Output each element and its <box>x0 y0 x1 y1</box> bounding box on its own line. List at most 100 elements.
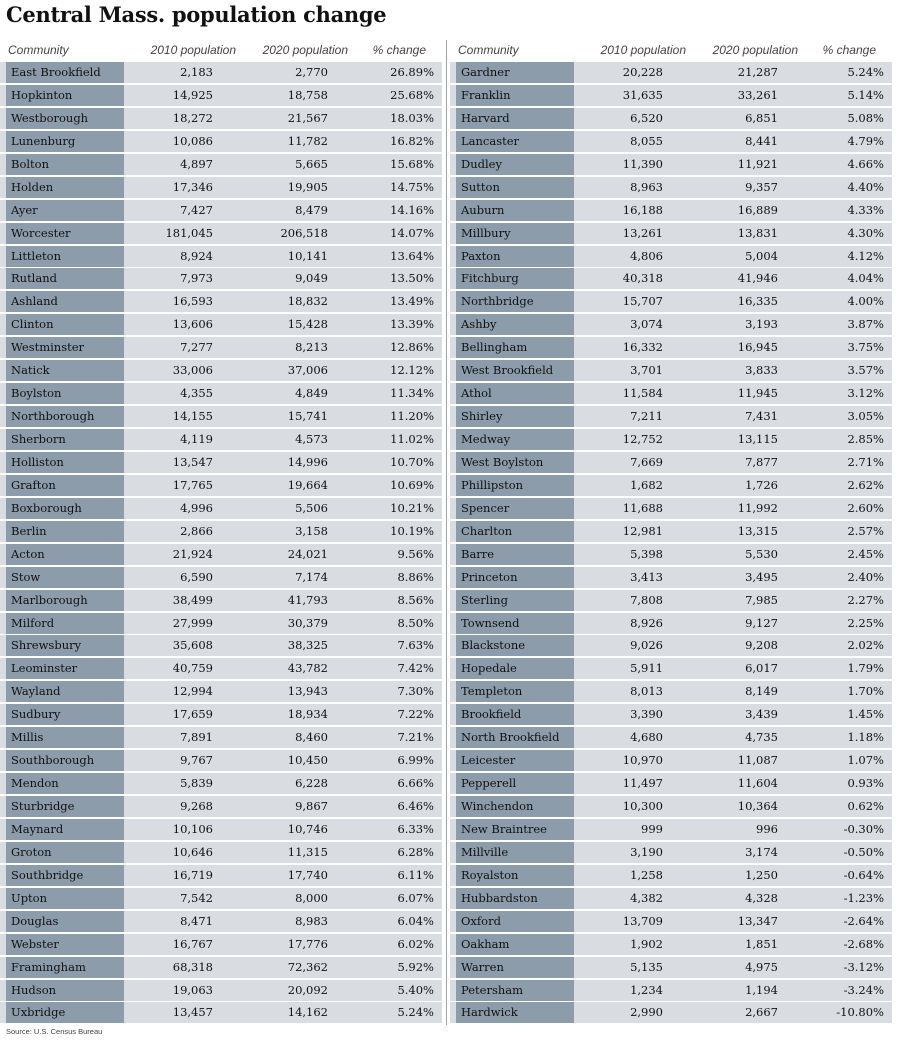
population-2020-cell: 9,357 <box>745 179 778 194</box>
population-2020-cell: 13,315 <box>737 523 778 538</box>
percent-change-cell: 11.20% <box>390 409 434 424</box>
community-cell: Worcester <box>6 222 124 244</box>
population-2010-cell: 1,234 <box>630 982 663 997</box>
community-cell: Millville <box>456 841 574 863</box>
population-2010-cell: 15,707 <box>622 294 663 309</box>
population-2010-cell: 40,318 <box>622 271 663 286</box>
community-cell: Ashland <box>6 291 124 313</box>
community-cell: Princeton <box>456 566 574 588</box>
percent-change-cell: 8.86% <box>397 569 434 584</box>
table-row: Hopedale 5,911 6,017 1.79% <box>450 658 892 680</box>
community-cell: Shirley <box>456 406 574 428</box>
percent-change-cell: 4.66% <box>847 156 884 171</box>
population-2020-cell: 10,141 <box>287 248 328 263</box>
population-2020-cell: 43,782 <box>287 661 328 676</box>
population-2020-cell: 10,450 <box>287 753 328 768</box>
community-cell: Stow <box>6 566 124 588</box>
percent-change-cell: 10.19% <box>390 523 434 538</box>
population-2010-cell: 2,990 <box>630 1005 663 1020</box>
population-2020-cell: 6,851 <box>745 110 778 125</box>
population-2020-cell: 206,518 <box>280 225 328 240</box>
percent-change-cell: 2.40% <box>847 569 884 584</box>
percent-change-cell: 12.12% <box>390 363 434 378</box>
percent-change-cell: -2.68% <box>843 936 884 951</box>
population-2010-cell: 8,926 <box>630 615 663 630</box>
community-cell: Fitchburg <box>456 268 574 290</box>
population-2020-cell: 13,831 <box>737 225 778 240</box>
table-row: West Boylston 7,669 7,877 2.71% <box>450 451 892 473</box>
population-2010-cell: 10,086 <box>172 133 213 148</box>
table-row: Westminster 7,277 8,213 12.86% <box>0 337 442 359</box>
table-row: Gardner 20,228 21,287 5.24% <box>450 62 892 83</box>
population-2020-cell: 4,975 <box>745 959 778 974</box>
community-cell: Maynard <box>6 818 124 840</box>
community-cell: Franklin <box>456 84 574 106</box>
community-cell: Littleton <box>6 245 124 267</box>
population-2010-cell: 4,119 <box>180 432 213 446</box>
community-cell: Hopedale <box>456 658 574 680</box>
percent-change-cell: 3.12% <box>847 386 884 401</box>
table-row: Sudbury 17,659 18,934 7.22% <box>0 704 442 726</box>
percent-change-cell: 6.28% <box>397 844 434 859</box>
population-2020-cell: 11,087 <box>737 753 778 768</box>
community-cell: Medway <box>456 429 574 450</box>
population-2010-cell: 4,897 <box>180 156 213 171</box>
community-cell: Berlin <box>6 520 124 542</box>
percent-change-cell: 2.27% <box>847 592 884 607</box>
population-2010-cell: 3,701 <box>630 363 663 378</box>
population-2010-cell: 10,646 <box>172 844 213 859</box>
population-2010-cell: 35,608 <box>172 638 213 653</box>
percent-change-cell: 4.40% <box>847 179 884 194</box>
page-title: Central Mass. population change <box>6 2 387 27</box>
percent-change-cell: 4.12% <box>847 248 884 263</box>
percent-change-cell: 1.18% <box>847 730 884 745</box>
population-2010-cell: 10,106 <box>172 821 213 836</box>
population-2020-cell: 72,362 <box>287 959 328 974</box>
population-2010-cell: 38,499 <box>172 592 213 607</box>
table-row: Sutton 8,963 9,357 4.40% <box>450 176 892 198</box>
community-cell: Leicester <box>456 750 574 772</box>
population-2020-cell: 1,726 <box>745 477 778 492</box>
community-cell: Townsend <box>456 612 574 634</box>
percent-change-cell: 1.79% <box>847 661 884 676</box>
table-row: Dudley 11,390 11,921 4.66% <box>450 153 892 175</box>
community-cell: Northbridge <box>456 291 574 313</box>
community-cell: Petersham <box>456 979 574 1001</box>
population-2020-cell: 15,428 <box>287 317 328 332</box>
population-2020-cell: 4,735 <box>745 730 778 745</box>
population-2020-cell: 1,194 <box>745 982 778 997</box>
table-row: Acton 21,924 24,021 9.56% <box>0 543 442 565</box>
percent-change-cell: 1.70% <box>847 684 884 699</box>
table-row: Princeton 3,413 3,495 2.40% <box>450 566 892 588</box>
population-2010-cell: 11,390 <box>622 156 663 171</box>
percent-change-cell: -10.80% <box>836 1005 884 1020</box>
population-2010-cell: 68,318 <box>172 959 213 974</box>
community-cell: Millbury <box>456 222 574 244</box>
population-2010-cell: 9,026 <box>630 638 663 653</box>
percent-change-cell: 3.57% <box>847 363 884 378</box>
population-2020-cell: 17,740 <box>287 867 328 882</box>
table-row: Uxbridge 13,457 14,162 5.24% <box>0 1002 442 1024</box>
community-cell: Phillipston <box>456 474 574 496</box>
population-2010-cell: 11,584 <box>622 386 663 401</box>
population-2010-cell: 5,398 <box>630 546 663 561</box>
table-row: Hardwick 2,990 2,667 -10.80% <box>450 1002 892 1024</box>
population-2010-cell: 10,300 <box>622 799 663 813</box>
population-2010-cell: 5,911 <box>630 661 663 676</box>
population-2010-cell: 16,767 <box>172 936 213 951</box>
population-2010-cell: 7,973 <box>180 271 213 286</box>
population-2020-cell: 11,921 <box>737 156 778 171</box>
community-cell: Pepperell <box>456 773 574 795</box>
population-2010-cell: 20,228 <box>622 65 663 79</box>
table-row: Stow 6,590 7,174 8.86% <box>0 566 442 588</box>
percent-change-cell: 11.02% <box>390 432 434 446</box>
population-2010-cell: 8,963 <box>630 179 663 194</box>
left-table: Community 2010 population 2020 populatio… <box>0 38 442 1025</box>
table-row: Boylston 4,355 4,849 11.34% <box>0 383 442 405</box>
percent-change-cell: 6.04% <box>397 913 434 928</box>
population-2010-cell: 181,045 <box>165 225 213 240</box>
population-2020-cell: 21,287 <box>737 65 778 79</box>
population-2020-cell: 16,889 <box>737 202 778 217</box>
population-2020-cell: 1,851 <box>745 936 778 951</box>
table-row: Lancaster 8,055 8,441 4.79% <box>450 130 892 152</box>
